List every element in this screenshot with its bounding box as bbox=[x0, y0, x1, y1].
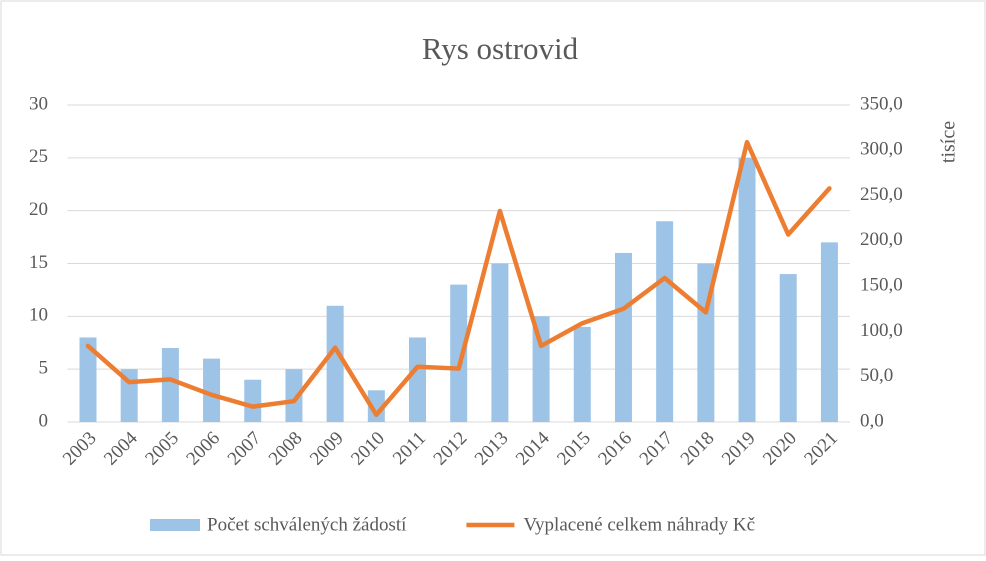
y-tick-label: 0 bbox=[39, 410, 49, 431]
bar bbox=[326, 305, 344, 422]
y2-tick-label: 150,0 bbox=[860, 275, 903, 296]
line bbox=[85, 139, 832, 418]
y2-tick-label: 250,0 bbox=[860, 184, 903, 205]
y2-tick-label: 0,0 bbox=[860, 410, 884, 431]
bar bbox=[244, 379, 262, 422]
bar bbox=[79, 337, 97, 422]
bar bbox=[409, 337, 427, 422]
legend-label: Vyplacené celkem náhrady Kč bbox=[523, 514, 755, 535]
bar bbox=[738, 157, 756, 423]
legend-swatch bbox=[150, 519, 200, 531]
y-tick-label: 30 bbox=[29, 93, 48, 114]
bar bbox=[203, 358, 221, 422]
bar bbox=[573, 326, 591, 422]
y-tick-label: 25 bbox=[29, 146, 48, 167]
chart-title: Rys ostrovid bbox=[422, 31, 579, 66]
bar bbox=[491, 263, 509, 422]
bar bbox=[614, 252, 632, 422]
legend-label: Počet schválených žádostí bbox=[207, 514, 407, 535]
bar bbox=[779, 274, 797, 422]
y-tick-label: 20 bbox=[29, 199, 48, 220]
y2-tick-label: 300,0 bbox=[860, 139, 903, 160]
y2-axis-label: tisíce bbox=[938, 121, 960, 163]
bar bbox=[367, 390, 385, 422]
bar bbox=[450, 284, 468, 422]
y2-tick-label: 50,0 bbox=[860, 365, 893, 386]
bar bbox=[285, 369, 303, 422]
y2-tick-label: 350,0 bbox=[860, 93, 903, 114]
y2-tick-label: 100,0 bbox=[860, 320, 903, 341]
y2-tick-label: 200,0 bbox=[860, 229, 903, 250]
y-tick-label: 10 bbox=[29, 305, 48, 326]
bar bbox=[161, 348, 179, 422]
y-tick-label: 5 bbox=[39, 358, 49, 379]
bar bbox=[820, 242, 838, 422]
y-tick-label: 15 bbox=[29, 252, 48, 273]
bar bbox=[656, 221, 674, 422]
